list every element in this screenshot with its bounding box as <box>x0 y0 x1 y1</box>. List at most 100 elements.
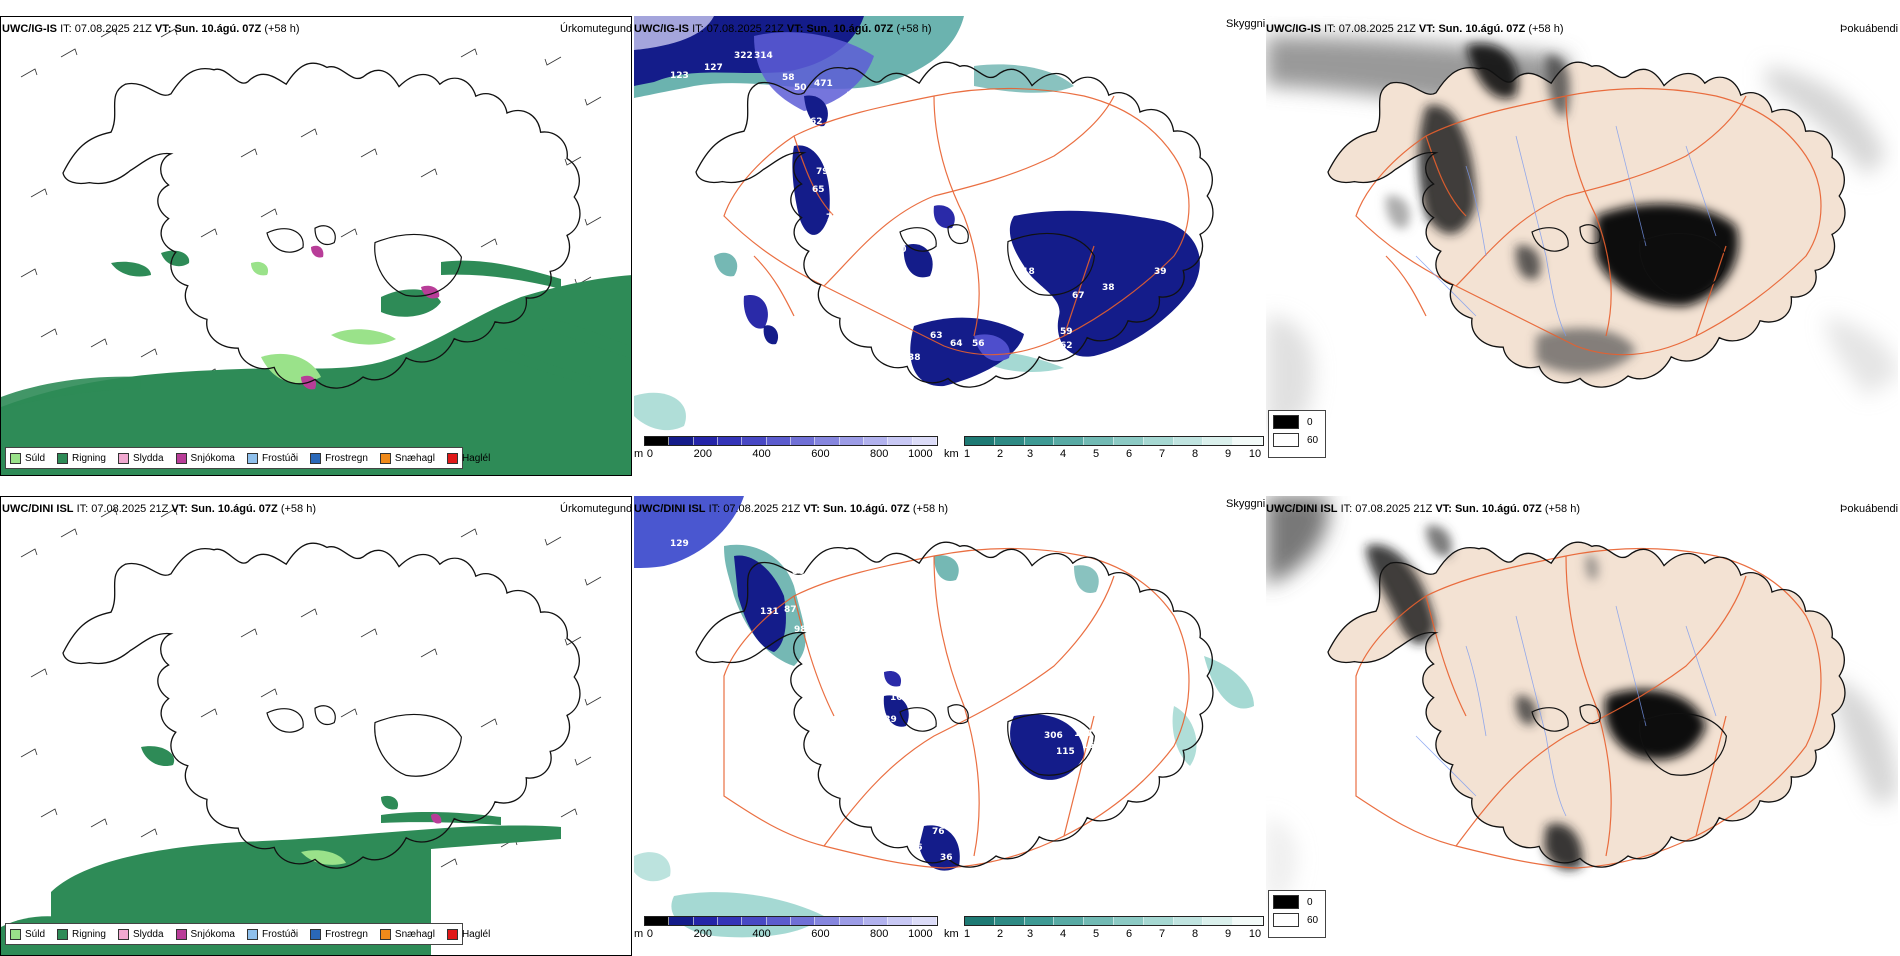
ceiling-label: 91 <box>944 255 957 265</box>
tick: 1000 <box>908 448 933 460</box>
visibility-colorbar-gradient <box>964 916 1264 926</box>
legend-label: Frostregn <box>325 452 368 464</box>
tick: 600 <box>811 928 830 940</box>
ceiling-map-canvas: 127 123 322 314 58 50 471 175 165 294 62… <box>634 16 1214 431</box>
ceiling-label: 38 <box>908 353 921 363</box>
cloud-swatch-dark <box>1273 415 1299 429</box>
model-name: UWC/IG-IS <box>2 23 57 35</box>
vt-label: VT: <box>803 503 820 515</box>
precip-legend: Súld Rigning Slydda Snjókoma Frostúði Fr… <box>5 923 490 945</box>
tick: 8 <box>1191 448 1199 460</box>
tick: 8 <box>1191 928 1199 940</box>
init-time: 07.08.2025 21Z <box>1338 23 1416 35</box>
ceiling-label: 123 <box>670 71 689 81</box>
tick: 200 <box>693 928 712 940</box>
ceiling-label: 56 <box>972 339 985 349</box>
ceiling-label: 39 <box>1154 267 1167 277</box>
ceiling-label: 118 <box>1016 267 1035 277</box>
panel-title-ceiling-dini: UWC/DINI ISL IT: 07.08.2025 21Z VT: Sun.… <box>634 502 948 516</box>
tick: 6 <box>1125 928 1133 940</box>
cloud-legend-label: 60 <box>1307 434 1319 446</box>
model-name: UWC/IG-IS <box>1266 23 1321 35</box>
ceiling-label: 314 <box>754 51 773 61</box>
tick: 1 <box>963 928 971 940</box>
tick: 1000 <box>908 928 933 940</box>
legend-swatch-snow <box>175 452 187 464</box>
tick: 6 <box>1125 448 1133 460</box>
legend-label: Frostúði <box>261 452 299 464</box>
cloud-legend-label: 0 <box>1307 896 1313 908</box>
tick: 3 <box>1026 928 1034 940</box>
tick: 4 <box>1059 928 1067 940</box>
it-label: IT: <box>708 503 721 515</box>
init-time: 07.08.2025 21Z <box>74 23 152 35</box>
vt-label: VT: <box>1418 23 1436 35</box>
ceiling-label: 63 <box>930 331 943 341</box>
fog-sea-shading <box>1266 496 1898 906</box>
panel-title-fog-ig: UWC/IG-IS IT: 07.08.2025 21Z VT: Sun. 10… <box>1266 22 1564 36</box>
precip-type-map-ig: Súld Rigning Slydda Snjókoma Frostúði Fr… <box>0 16 632 476</box>
legend-swatch-rain <box>57 928 69 940</box>
low-visibility-areas <box>634 544 1254 938</box>
tick: 400 <box>752 928 771 940</box>
ceiling-colorbar-ig: m 0 200 400 600 800 1000 <box>634 436 938 468</box>
it-label: IT: <box>1324 23 1336 35</box>
ceiling-label: 152 <box>1082 741 1101 751</box>
panel-type-precip: Úrkomutegund <box>560 23 633 35</box>
ceiling-label: 139 <box>878 715 897 725</box>
tick: 1 <box>963 448 971 460</box>
ceiling-label: 167 <box>1074 729 1093 739</box>
lead-time: (+58 h) <box>280 503 316 515</box>
model-name: UWC/DINI ISL <box>634 503 706 515</box>
visibility-unit: km <box>944 448 959 460</box>
legend-swatch-freezing-drizzle <box>246 928 258 940</box>
it-label: IT: <box>76 503 89 515</box>
legend-swatch-drizzle <box>10 452 21 464</box>
lead-time: (+58 h) <box>264 23 300 35</box>
vt-label: VT: <box>1435 503 1452 515</box>
legend-label: Frostúði <box>261 928 299 940</box>
panel-type-fog: Þokuábendi <box>1840 503 1899 515</box>
fog-map-canvas <box>1266 496 1898 906</box>
precip-type-map-dini: Súld Rigning Slydda Snjókoma Frostúði Fr… <box>0 496 632 956</box>
panel-type-visibility: Skyggni <box>1226 498 1266 510</box>
ceiling-label: 62 <box>810 117 823 127</box>
panel-type-fog: Þokuábendi <box>1840 23 1899 35</box>
legend-swatch-freezing-rain <box>310 928 322 940</box>
ceiling-label: 115 <box>1056 747 1075 757</box>
valid-time: Sun. 10.ágú. 07Z <box>174 23 262 35</box>
ceiling-label: 62 <box>1060 341 1073 351</box>
tick: 0 <box>646 928 653 940</box>
ceiling-label: 65 <box>812 185 825 195</box>
ceiling-map-canvas: 129 80 131 87 98 105 139 94 306 167 152 … <box>634 496 1254 938</box>
vt-label: VT: <box>171 503 188 515</box>
ceiling-label: 67 <box>1072 291 1085 301</box>
legend-swatch-snow <box>175 928 187 940</box>
legend-label: Rigning <box>72 452 106 464</box>
legend-swatch-sleet <box>117 452 129 464</box>
ceiling-colorbar-gradient <box>644 436 938 446</box>
ceiling-label: 471 <box>814 79 833 89</box>
ceiling-colorbar-dini: m 0 200 400 600 800 1000 <box>634 916 938 948</box>
panel-type-visibility: Skyggni <box>1226 18 1266 30</box>
ceiling-label: 87 <box>784 605 797 615</box>
visibility-colorbar-dini: km 1 2 3 4 5 6 7 8 9 10 <box>944 916 1264 948</box>
legend-swatch-freezing-drizzle <box>246 452 258 464</box>
fog-land-shading <box>1385 43 1739 374</box>
ceiling-label: 38 <box>1102 283 1115 293</box>
it-label: IT: <box>1340 503 1353 515</box>
visibility-colorbar-ig: km 1 2 3 4 5 6 7 8 9 10 <box>944 436 1264 468</box>
legend-label: Frostregn <box>325 928 368 940</box>
fog-indicator-map-ig <box>1266 16 1898 476</box>
tick: 5 <box>1092 928 1100 940</box>
panel-title-precip-dini: UWC/DINI ISL IT: 07.08.2025 21Z VT: Sun.… <box>2 502 316 516</box>
vt-label: VT: <box>786 23 804 35</box>
init-time: 07.08.2025 21Z <box>91 503 169 515</box>
tick: 400 <box>752 448 771 460</box>
ceiling-label: 46 <box>910 843 923 853</box>
legend-swatch-snow-pellets <box>379 452 391 464</box>
panel-title-ceiling-ig: UWC/IG-IS IT: 07.08.2025 21Z VT: Sun. 10… <box>634 22 932 36</box>
valid-time: Sun. 10.ágú. 07Z <box>190 503 278 515</box>
tick: 7 <box>1158 448 1166 460</box>
ceiling-label: 56 <box>910 867 923 877</box>
